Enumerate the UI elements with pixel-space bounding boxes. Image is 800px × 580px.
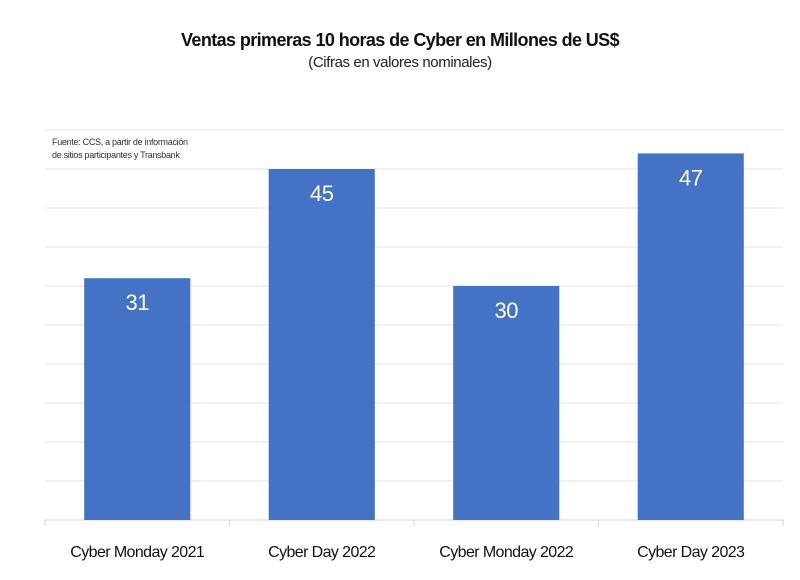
bar bbox=[453, 286, 560, 520]
x-tick-label: Cyber Monday 2021 bbox=[70, 544, 205, 561]
x-tick-label: Cyber Monday 2022 bbox=[439, 544, 574, 561]
data-label: 45 bbox=[310, 181, 334, 206]
x-tick-label: Cyber Day 2022 bbox=[268, 544, 376, 561]
chart-title: Ventas primeras 10 horas de Cyber en Mil… bbox=[181, 30, 620, 50]
data-label: 47 bbox=[679, 165, 703, 190]
bar bbox=[84, 278, 191, 520]
x-tick-label: Cyber Day 2023 bbox=[637, 544, 745, 561]
bar bbox=[637, 153, 744, 520]
source-line-2: de sitios participantes y Transbank bbox=[52, 150, 180, 160]
bar bbox=[268, 169, 375, 520]
chart-subtitle: (Cifras en valores nominales) bbox=[308, 54, 492, 71]
source-note: Fuente: CCS, a partir de información de … bbox=[52, 136, 188, 162]
data-label: 31 bbox=[126, 290, 150, 315]
source-line-1: Fuente: CCS, a partir de información bbox=[52, 137, 188, 147]
data-label: 30 bbox=[495, 298, 519, 323]
